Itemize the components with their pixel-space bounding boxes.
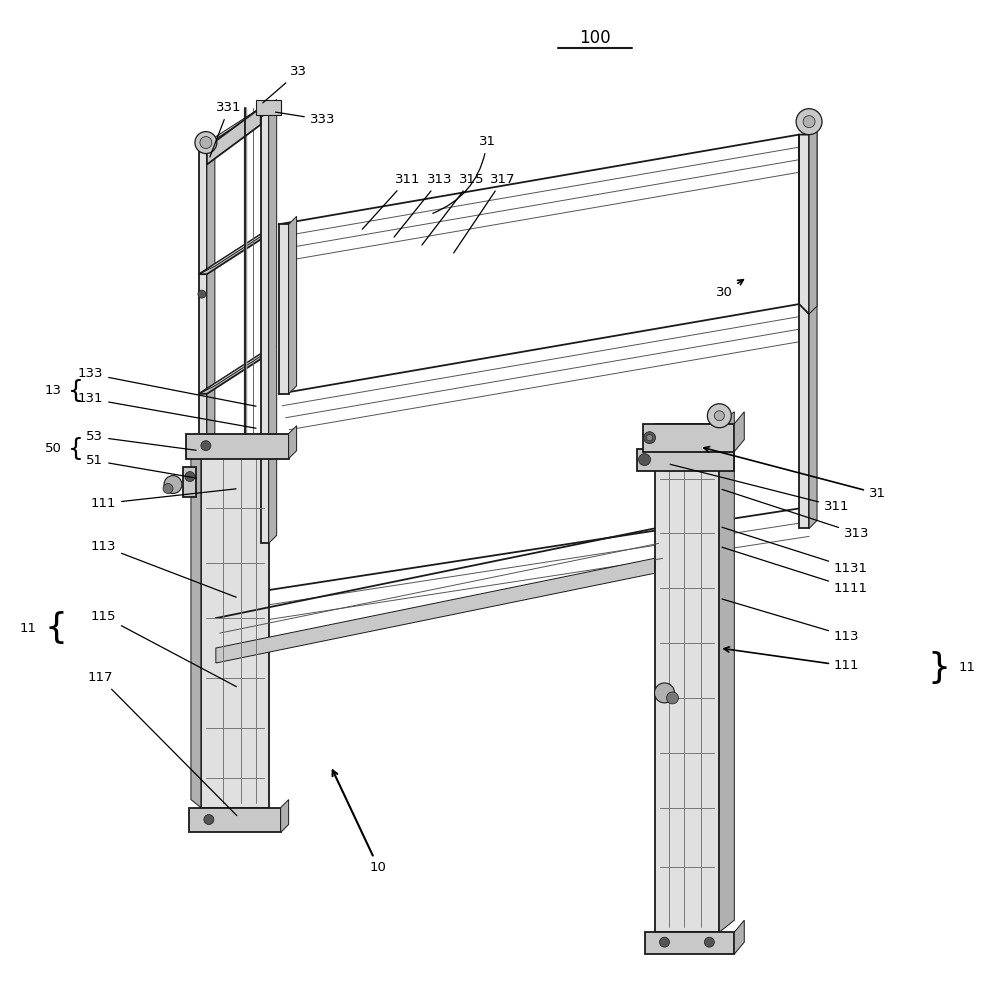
- Text: }: }: [927, 651, 950, 685]
- Circle shape: [660, 937, 669, 947]
- Circle shape: [185, 472, 195, 482]
- Text: 115: 115: [91, 609, 236, 687]
- Polygon shape: [199, 346, 277, 394]
- Text: 315: 315: [422, 172, 485, 245]
- Text: 331: 331: [210, 101, 242, 157]
- Text: 13: 13: [44, 384, 61, 398]
- Text: {: {: [68, 437, 84, 461]
- Text: 10: 10: [333, 771, 387, 874]
- Text: 317: 317: [454, 172, 516, 253]
- Polygon shape: [655, 424, 719, 932]
- Polygon shape: [269, 100, 277, 543]
- Circle shape: [707, 404, 731, 428]
- Text: 111: 111: [91, 489, 236, 510]
- Polygon shape: [199, 354, 269, 394]
- Circle shape: [644, 432, 656, 444]
- Polygon shape: [199, 100, 277, 148]
- Polygon shape: [734, 920, 744, 954]
- Polygon shape: [799, 135, 809, 314]
- Polygon shape: [281, 800, 289, 832]
- Polygon shape: [734, 412, 744, 452]
- Polygon shape: [809, 127, 817, 314]
- Polygon shape: [809, 127, 817, 528]
- Circle shape: [666, 692, 678, 704]
- Circle shape: [200, 137, 212, 149]
- Polygon shape: [279, 224, 289, 394]
- Polygon shape: [261, 108, 269, 543]
- Circle shape: [803, 116, 815, 128]
- Polygon shape: [643, 424, 734, 452]
- Circle shape: [198, 290, 206, 298]
- Text: 131: 131: [78, 392, 256, 429]
- Polygon shape: [189, 808, 281, 832]
- Text: 30: 30: [716, 280, 743, 299]
- Text: 51: 51: [86, 454, 196, 479]
- Polygon shape: [199, 234, 269, 274]
- Polygon shape: [207, 140, 215, 578]
- Polygon shape: [645, 932, 734, 954]
- Polygon shape: [186, 434, 289, 459]
- Polygon shape: [207, 108, 261, 165]
- Text: 133: 133: [78, 367, 256, 406]
- Text: 333: 333: [275, 112, 335, 127]
- Polygon shape: [799, 135, 809, 528]
- Text: 311: 311: [670, 465, 850, 513]
- Circle shape: [796, 109, 822, 135]
- Text: 50: 50: [44, 442, 61, 456]
- Polygon shape: [199, 108, 277, 148]
- Circle shape: [163, 484, 173, 494]
- Circle shape: [164, 476, 182, 494]
- Polygon shape: [256, 100, 281, 115]
- Polygon shape: [719, 412, 734, 932]
- Circle shape: [639, 454, 651, 466]
- Polygon shape: [183, 467, 196, 497]
- Polygon shape: [191, 446, 201, 808]
- Text: {: {: [45, 611, 68, 645]
- Text: 1111: 1111: [722, 547, 868, 595]
- Text: 117: 117: [88, 671, 237, 816]
- Circle shape: [195, 132, 217, 154]
- Text: 11: 11: [19, 621, 36, 635]
- Circle shape: [714, 411, 724, 421]
- Text: 311: 311: [362, 172, 420, 229]
- Polygon shape: [201, 454, 269, 808]
- Text: 113: 113: [91, 539, 236, 597]
- Circle shape: [201, 441, 211, 451]
- Circle shape: [647, 435, 653, 441]
- Text: 111: 111: [724, 647, 859, 673]
- Text: 11: 11: [959, 661, 976, 675]
- Text: 33: 33: [263, 65, 307, 103]
- Text: 1131: 1131: [722, 527, 868, 575]
- Polygon shape: [216, 558, 655, 663]
- Polygon shape: [289, 216, 297, 394]
- Circle shape: [704, 937, 714, 947]
- Text: 313: 313: [394, 172, 453, 237]
- Text: 313: 313: [722, 490, 869, 540]
- Text: {: {: [68, 379, 84, 403]
- Text: 100: 100: [579, 29, 611, 47]
- Text: 31: 31: [704, 447, 886, 500]
- Circle shape: [204, 815, 214, 825]
- Text: 31: 31: [433, 135, 496, 213]
- Circle shape: [655, 683, 674, 703]
- Text: 53: 53: [86, 430, 196, 451]
- Polygon shape: [637, 449, 734, 471]
- Text: 113: 113: [722, 599, 859, 643]
- Polygon shape: [199, 148, 207, 578]
- Polygon shape: [199, 226, 277, 274]
- Polygon shape: [289, 426, 297, 459]
